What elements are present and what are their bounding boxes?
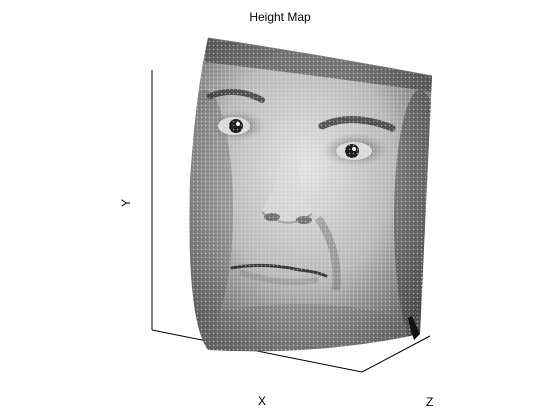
chart-title: Height Map: [249, 10, 311, 24]
z-axis-label: Z: [426, 395, 434, 409]
z-axis-line: [361, 335, 431, 373]
y-axis-label: Y: [119, 198, 134, 208]
height-map-surface: [189, 38, 432, 352]
x-axis-label: X: [258, 394, 267, 408]
